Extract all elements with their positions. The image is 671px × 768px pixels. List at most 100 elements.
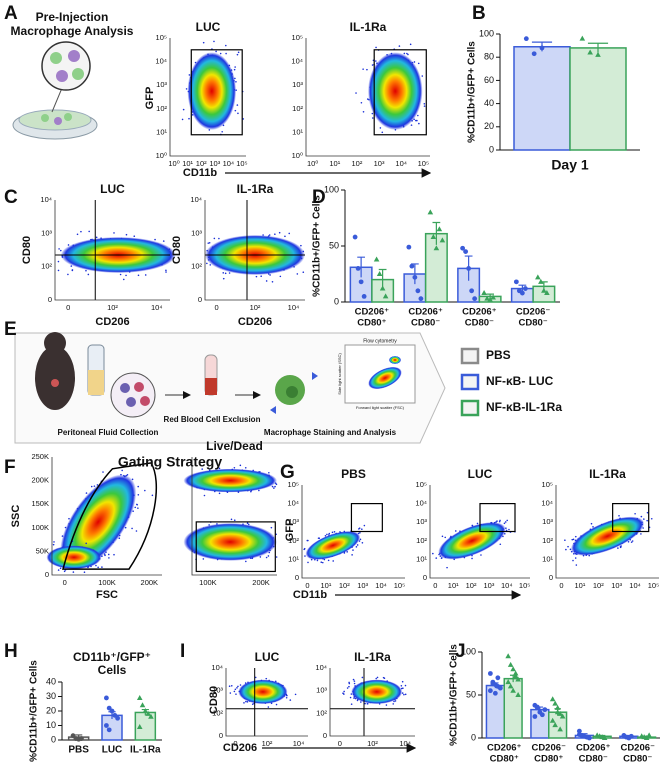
data-point [109, 708, 115, 714]
density [187, 52, 237, 131]
plot-title: LUC [468, 467, 493, 481]
flow-plot [169, 38, 246, 157]
flow-plot [329, 668, 415, 737]
x-tick-label: 0 [233, 739, 237, 748]
event-dot [101, 555, 103, 558]
y-tick-label: 100 [461, 646, 476, 656]
event-dot [476, 522, 479, 525]
event-dot [258, 489, 260, 492]
event-dot [359, 538, 362, 541]
panel-label: E [4, 319, 17, 340]
event-dot [118, 537, 121, 539]
event-dot [371, 112, 374, 115]
event-dot [125, 274, 127, 277]
event-dot [136, 503, 138, 506]
event-dot [363, 524, 366, 527]
axis [54, 200, 170, 301]
x-tick-label: 10⁴ [293, 739, 305, 748]
x-axis-label: CD206 [95, 316, 129, 328]
event-dot [275, 556, 278, 558]
event-dot [245, 560, 247, 563]
event-dot [222, 272, 225, 274]
flow-plot [429, 485, 530, 579]
tube-fluid [88, 370, 104, 395]
event-dot [371, 64, 374, 66]
event-dot [103, 553, 106, 555]
data-point [522, 286, 528, 291]
event-dot [202, 41, 205, 44]
data-point [544, 290, 550, 296]
plot-title: LUC [100, 182, 125, 196]
axis [51, 457, 162, 576]
data-point [439, 237, 446, 243]
y-tick-label: 0 [198, 295, 202, 304]
event-dot [188, 117, 190, 120]
y-tick-label: 10² [156, 104, 167, 113]
flow-plot [183, 457, 278, 576]
y-tick-label: 10² [191, 262, 202, 271]
event-dot [213, 40, 215, 43]
event-dot [144, 274, 147, 276]
data-point [576, 732, 582, 737]
event-dot [85, 542, 87, 545]
event-dot [303, 547, 306, 550]
event-dot [218, 492, 221, 495]
event-dot [104, 554, 106, 557]
plot-title: Live/Dead [206, 439, 263, 453]
data-point [515, 692, 521, 697]
event-dot [285, 696, 288, 699]
axis [301, 485, 405, 579]
axis [191, 457, 277, 576]
panel-label: D [312, 187, 326, 208]
event-dot [265, 677, 268, 680]
cell [64, 113, 72, 121]
antibody [270, 372, 318, 414]
event-dot [236, 687, 238, 689]
event-dot [97, 566, 99, 569]
cell [50, 52, 62, 64]
event-dot [306, 539, 309, 542]
y-tick-label: 10⁵ [542, 480, 553, 489]
data-point [519, 290, 525, 296]
event-dot [385, 704, 388, 706]
event-dot [215, 50, 217, 53]
event-dot [95, 236, 98, 239]
event-dot [320, 561, 323, 564]
y-tick-label: 0 [334, 296, 339, 306]
step-label: Peritoneal Fluid Collection [58, 428, 159, 437]
data-point [460, 245, 466, 251]
panel-label: G [280, 462, 295, 483]
event-dot [506, 519, 509, 522]
event-dot [564, 539, 566, 542]
event-dot [67, 273, 69, 276]
event-dot [375, 46, 377, 49]
event-dot [326, 533, 328, 536]
event-dot [324, 534, 327, 537]
event-dot [404, 684, 407, 687]
event-dot [646, 519, 648, 522]
flow-plot [555, 485, 659, 579]
event-dot [230, 518, 233, 521]
y-tick-label: 60 [484, 75, 494, 85]
y-tick-label: 200K [31, 476, 49, 485]
event-dot [218, 237, 220, 240]
data-point [79, 736, 84, 741]
cell [54, 117, 62, 125]
event-dot [421, 75, 424, 77]
flow-plot [225, 668, 308, 737]
data-point [628, 733, 634, 739]
data-point [554, 709, 561, 715]
x-tick-label: 10⁴ [395, 159, 407, 168]
event-dot [63, 570, 66, 573]
y-tick-label: 10³ [316, 686, 327, 695]
y-tick-label: 100 [324, 184, 339, 194]
legend-swatch [460, 399, 480, 417]
flow-plot [46, 457, 162, 576]
y-tick-label: 10¹ [416, 554, 427, 563]
data-point [510, 666, 516, 672]
event-dot [567, 545, 569, 548]
y-tick-label: 0 [423, 573, 427, 582]
event-dot [235, 80, 237, 83]
y-axis-label: SSC [10, 505, 22, 528]
legend-label: PBS [486, 348, 511, 362]
